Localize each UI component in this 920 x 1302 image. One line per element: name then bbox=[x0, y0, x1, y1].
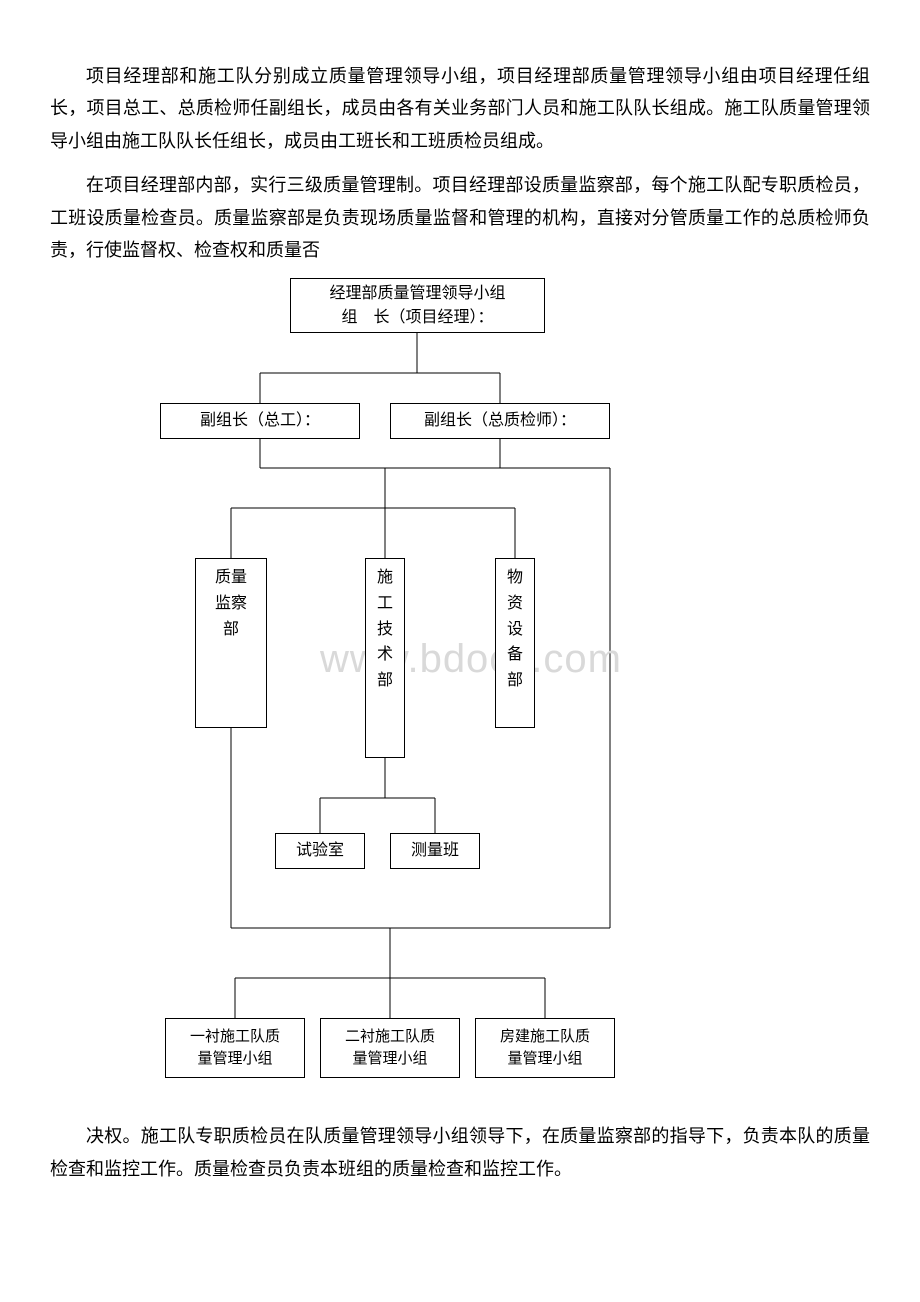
node-team1: 一衬施工队质 量管理小组 bbox=[165, 1018, 305, 1078]
node-dept1: 质量监察部 bbox=[195, 558, 267, 728]
node-sub2: 测量班 bbox=[390, 833, 480, 869]
node-sub1: 试验室 bbox=[275, 833, 365, 869]
node-team2: 二衬施工队质 量管理小组 bbox=[320, 1018, 460, 1078]
node-team1-l1: 一衬施工队质 bbox=[190, 1026, 280, 1049]
node-deputy2-text: 副组长（总质检师）： bbox=[424, 409, 576, 433]
node-team2-l2: 量管理小组 bbox=[352, 1048, 427, 1071]
node-dept2: 施工技术部 bbox=[365, 558, 405, 758]
intro-paragraph-1: 项目经理部和施工队分别成立质量管理领导小组，项目经理部质量管理领导小组由项目经理… bbox=[50, 60, 870, 157]
org-flowchart: www.bdocx.com 经理部质量管理领导小组 组 长（项目经理）： 副组长… bbox=[90, 278, 810, 1108]
node-sub2-text: 测量班 bbox=[411, 839, 459, 863]
node-top: 经理部质量管理领导小组 组 长（项目经理）： bbox=[290, 278, 545, 333]
node-team1-l2: 量管理小组 bbox=[197, 1048, 272, 1071]
intro-paragraph-2: 在项目经理部内部，实行三级质量管理制。项目经理部设质量监察部，每个施工队配专职质… bbox=[50, 169, 870, 266]
closing-paragraph: 决权。施工队专职质检员在队质量管理领导小组领导下，在质量监察部的指导下，负责本队… bbox=[50, 1120, 870, 1185]
node-team3-l2: 量管理小组 bbox=[507, 1048, 582, 1071]
node-top-line1: 经理部质量管理领导小组 bbox=[329, 282, 505, 306]
node-dept3: 物资设备部 bbox=[495, 558, 535, 728]
node-deputy2: 副组长（总质检师）： bbox=[390, 403, 610, 439]
node-sub1-text: 试验室 bbox=[296, 839, 344, 863]
node-top-line2: 组 长（项目经理）： bbox=[341, 306, 493, 330]
node-deputy1-text: 副组长（总工）： bbox=[200, 409, 320, 433]
node-team2-l1: 二衬施工队质 bbox=[345, 1026, 435, 1049]
node-team3: 房建施工队质 量管理小组 bbox=[475, 1018, 615, 1078]
node-team3-l1: 房建施工队质 bbox=[500, 1026, 590, 1049]
node-deputy1: 副组长（总工）： bbox=[160, 403, 360, 439]
